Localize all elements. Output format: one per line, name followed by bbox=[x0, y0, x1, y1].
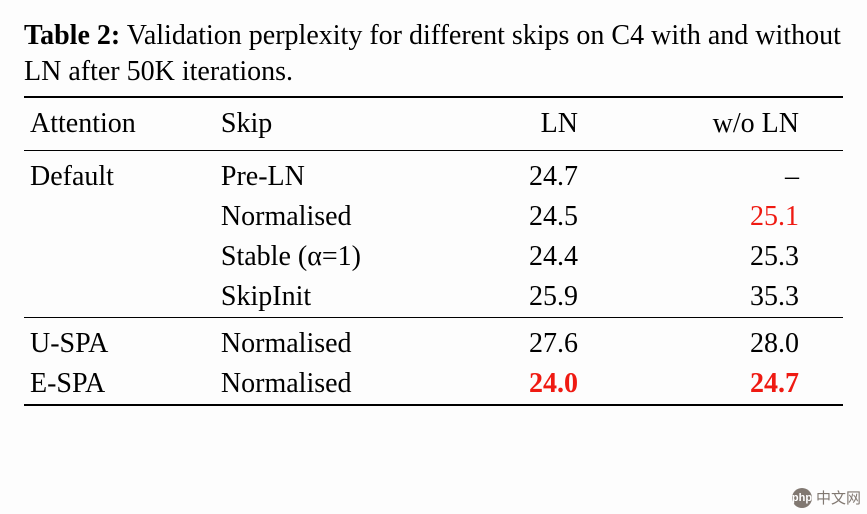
cell-woln: 35.3 bbox=[622, 277, 843, 318]
table-header-row: Attention Skip LN w/o LN bbox=[24, 97, 843, 151]
cell-ln: 24.0 bbox=[461, 364, 621, 405]
cell-skip: SkipInit bbox=[215, 277, 462, 318]
cell-attention bbox=[24, 197, 215, 237]
cell-skip: Stable (α=1) bbox=[215, 237, 462, 277]
cell-ln: 24.5 bbox=[461, 197, 621, 237]
perplexity-table: Attention Skip LN w/o LN Default Pre-LN … bbox=[24, 96, 843, 406]
cell-attention: Default bbox=[24, 150, 215, 197]
col-woln: w/o LN bbox=[622, 97, 843, 151]
cell-skip: Normalised bbox=[215, 197, 462, 237]
table-body: Default Pre-LN 24.7 – Normalised 24.5 25… bbox=[24, 150, 843, 405]
cell-skip: Normalised bbox=[215, 364, 462, 405]
table-row: Default Pre-LN 24.7 – bbox=[24, 150, 843, 197]
cell-woln: 25.3 bbox=[622, 237, 843, 277]
table-row: SkipInit 25.9 35.3 bbox=[24, 277, 843, 318]
table-label: Table 2: bbox=[24, 20, 120, 51]
cell-attention: U-SPA bbox=[24, 317, 215, 364]
cell-woln: – bbox=[622, 150, 843, 197]
cell-attention bbox=[24, 277, 215, 318]
watermark: php 中文网 bbox=[792, 487, 861, 508]
cell-ln: 24.4 bbox=[461, 237, 621, 277]
table-caption-text: Validation perplexity for different skip… bbox=[24, 20, 841, 87]
col-attention: Attention bbox=[24, 97, 215, 151]
cell-ln: 27.6 bbox=[461, 317, 621, 364]
cell-attention: E-SPA bbox=[24, 364, 215, 405]
cell-woln: 28.0 bbox=[622, 317, 843, 364]
cell-attention bbox=[24, 237, 215, 277]
table-row: U-SPA Normalised 27.6 28.0 bbox=[24, 317, 843, 364]
cell-ln: 24.7 bbox=[461, 150, 621, 197]
cell-woln: 24.7 bbox=[622, 364, 843, 405]
table-caption: Table 2: Validation perplexity for diffe… bbox=[24, 18, 843, 90]
cell-ln: 25.9 bbox=[461, 277, 621, 318]
watermark-logo-icon: php bbox=[792, 488, 812, 508]
cell-woln: 25.1 bbox=[622, 197, 843, 237]
table-row: Stable (α=1) 24.4 25.3 bbox=[24, 237, 843, 277]
cell-skip: Normalised bbox=[215, 317, 462, 364]
table-row: Normalised 24.5 25.1 bbox=[24, 197, 843, 237]
table-row: E-SPA Normalised 24.0 24.7 bbox=[24, 364, 843, 405]
watermark-text: 中文网 bbox=[816, 487, 861, 508]
cell-skip: Pre-LN bbox=[215, 150, 462, 197]
col-ln: LN bbox=[461, 97, 621, 151]
col-skip: Skip bbox=[215, 97, 462, 151]
